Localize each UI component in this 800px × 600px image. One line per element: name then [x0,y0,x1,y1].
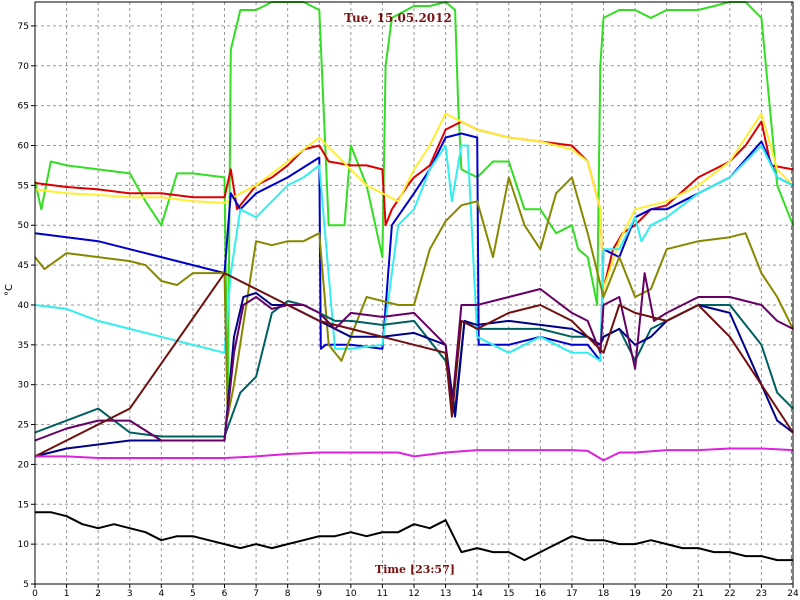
series-line-4 [34,132,794,362]
series-line-10 [34,272,794,458]
x-tick-label: 3 [127,589,133,599]
x-tick-label: 9 [316,589,322,599]
y-tick-label: 45 [18,261,29,271]
y-tick-label: 65 [18,102,29,112]
x-tick-label: 16 [535,589,547,599]
series-line-3 [34,112,794,290]
x-tick-label: 20 [661,589,673,599]
y-tick-label: 40 [18,301,30,311]
series-line-11 [35,447,794,462]
y-tick-label: 50 [18,221,30,231]
y-tick-label: 75 [18,22,29,32]
x-tick-label: 1 [64,589,70,599]
x-tick-label: 24 [787,589,799,599]
y-axis-label: °C [4,284,15,296]
series-layer [34,1,794,562]
x-tick-label: 6 [222,589,228,599]
x-tick-label: 12 [408,589,419,599]
x-tick-label: 2 [95,589,101,599]
x-tick-label: 18 [598,589,610,599]
x-tick-label: 23 [756,589,767,599]
x-tick-label: 10 [345,589,357,599]
x-tick-label: 13 [440,589,451,599]
x-tick-label: 5 [190,589,196,599]
x-tick-label: 15 [503,589,514,599]
y-tick-label: 30 [18,381,30,391]
series-line-12 [35,511,793,562]
chart-title: Tue, 15.05.2012 [344,11,452,25]
y-tick-label: 60 [18,142,30,152]
y-tick-label: 15 [18,500,29,510]
x-tick-label: 7 [253,589,259,599]
axes: 0 1 2 3 4 5 6 7 8 9 10 11 12 13 14 15 16 17 18 19 20 21 22 23 24… [18,1,799,599]
x-tick-label: 8 [285,589,291,599]
x-tick-label: 17 [566,589,577,599]
x-tick-label: 19 [629,589,641,599]
x-tick-label: 14 [471,589,483,599]
y-tick-label: 35 [18,341,29,351]
x-axis-label: Time [23:57] [375,563,455,576]
y-tick-label: 25 [18,421,29,431]
x-tick-label: 0 [32,589,38,599]
y-tick-label: 20 [18,460,30,470]
series-line-5 [34,144,794,362]
series-line-1 [34,1,794,418]
y-tick-label: 70 [18,62,30,72]
x-tick-label: 4 [158,589,164,599]
x-tick-label: 22 [724,589,735,599]
y-tick-label: 10 [18,540,30,550]
x-tick-label: 11 [377,589,388,599]
y-tick-label: 55 [18,181,29,191]
x-tick-label: 21 [693,589,704,599]
y-tick-label: 5 [23,580,29,590]
